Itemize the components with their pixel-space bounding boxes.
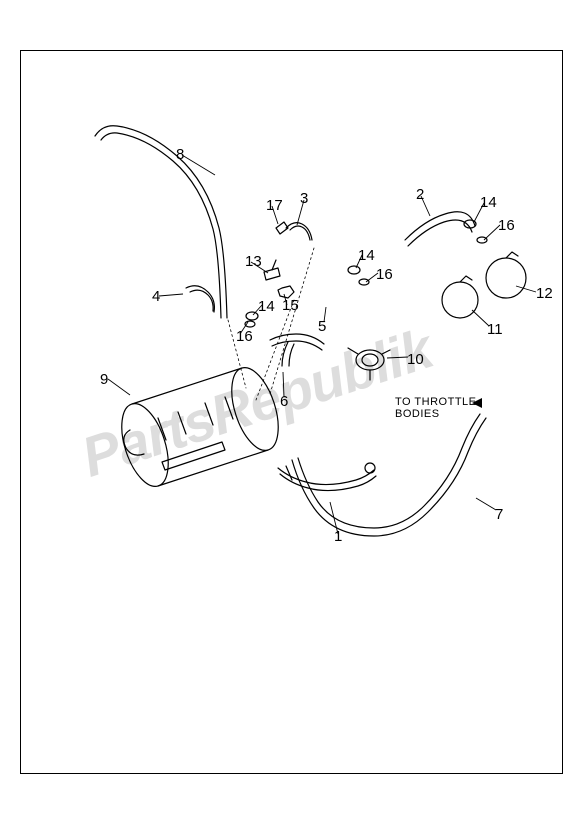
callout-8: 8: [176, 146, 184, 163]
callout-16: 16: [236, 328, 253, 345]
annotation-throttle: TO THROTTLE BODIES: [395, 396, 477, 420]
annotation-arrow-icon: [472, 398, 482, 408]
part-clamp-14b: [348, 266, 360, 274]
callout-16: 16: [376, 266, 393, 283]
annotation-line1: TO THROTTLE: [395, 396, 477, 408]
part-clamp-11: [442, 276, 478, 318]
callout-10: 10: [407, 351, 424, 368]
callout-13: 13: [245, 253, 262, 270]
callout-14: 14: [258, 298, 275, 315]
callout-1: 1: [334, 528, 342, 545]
part-hose-8: [95, 126, 227, 318]
part-hose-2: [405, 212, 475, 246]
callout-11: 11: [487, 321, 503, 338]
diagram-svg: [0, 0, 583, 824]
part-bracket-1: [278, 463, 376, 491]
part-clamp-16b: [359, 279, 369, 285]
part-hose-7: [292, 414, 486, 536]
annotation-line2: BODIES: [395, 408, 440, 420]
callout-17: 17: [266, 197, 283, 214]
callout-14: 14: [480, 194, 497, 211]
callout-2: 2: [416, 186, 424, 203]
callout-9: 9: [100, 371, 108, 388]
part-clamp-16c: [477, 237, 487, 243]
part-hose-5-6: [270, 334, 324, 366]
callout-12: 12: [536, 285, 553, 302]
callout-4: 4: [152, 288, 160, 305]
part-hose-4: [186, 286, 214, 312]
part-tee-13: [264, 260, 280, 280]
callout-7: 7: [495, 506, 503, 523]
part-clamp-14a: [246, 312, 258, 320]
callout-15: 15: [282, 297, 299, 314]
part-clamp-12: [486, 252, 526, 298]
part-hose-3: [286, 223, 312, 240]
callout-16: 16: [498, 217, 515, 234]
callout-3: 3: [300, 190, 308, 207]
part-valve-10: [348, 348, 390, 380]
callout-5: 5: [318, 318, 326, 335]
part-canister: [113, 362, 288, 492]
callout-6: 6: [280, 393, 288, 410]
callout-14: 14: [358, 247, 375, 264]
